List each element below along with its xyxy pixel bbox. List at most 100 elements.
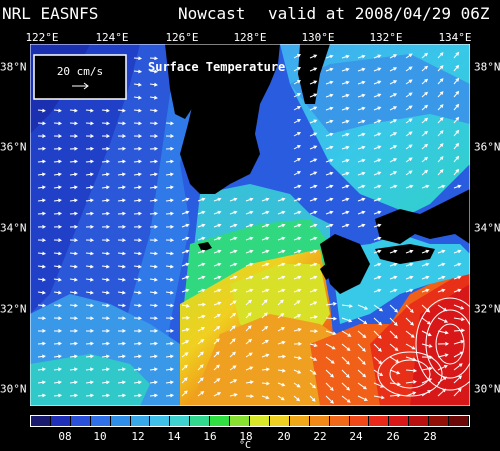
current-arrow bbox=[37, 380, 46, 385]
current-arrow bbox=[309, 369, 317, 375]
current-arrow bbox=[389, 369, 401, 375]
current-arrow bbox=[101, 198, 110, 203]
current-arrow bbox=[229, 312, 237, 319]
colorbar-tick: 24 bbox=[349, 430, 363, 443]
colorbar-swatch bbox=[349, 416, 370, 426]
lon-label-134: 134°E bbox=[438, 31, 472, 44]
colorbar-swatch bbox=[369, 416, 390, 426]
current-arrow bbox=[85, 134, 95, 138]
current-arrow bbox=[389, 171, 398, 176]
current-arrow bbox=[149, 393, 159, 398]
current-arrow bbox=[453, 262, 462, 267]
current-arrow bbox=[117, 316, 127, 321]
colorbar-tick: 26 bbox=[386, 430, 400, 443]
current-arrow bbox=[37, 393, 47, 398]
current-arrow bbox=[437, 78, 444, 85]
current-arrow bbox=[165, 134, 175, 138]
current-arrow bbox=[325, 223, 334, 228]
current-arrow bbox=[261, 325, 269, 332]
current-arrow bbox=[149, 172, 158, 177]
jeju-island bbox=[198, 242, 212, 252]
current-arrow bbox=[437, 262, 446, 267]
current-arrow bbox=[325, 184, 334, 189]
current-arrow bbox=[165, 211, 175, 216]
current-arrow bbox=[341, 171, 350, 176]
current-arrow bbox=[389, 119, 398, 124]
current-arrow bbox=[149, 146, 159, 151]
colorbar-swatch bbox=[170, 416, 191, 426]
current-arrow bbox=[261, 312, 268, 319]
current-arrow bbox=[117, 224, 127, 229]
current-arrow bbox=[405, 92, 413, 98]
current-arrow bbox=[437, 317, 449, 323]
colorbar-swatch bbox=[249, 416, 270, 426]
colorbar-tick: 22 bbox=[313, 430, 327, 443]
current-arrow bbox=[421, 130, 429, 137]
current-arrow bbox=[309, 262, 318, 267]
current-arrow bbox=[405, 53, 413, 59]
model-name: NRL EASNFS bbox=[2, 4, 99, 23]
kyushu-landmass bbox=[320, 234, 370, 294]
current-arrow bbox=[69, 367, 78, 372]
current-arrow bbox=[341, 343, 351, 351]
current-arrow bbox=[293, 249, 302, 254]
lat-label-38-left: 38°N bbox=[0, 60, 27, 74]
current-arrow bbox=[325, 119, 334, 124]
current-arrow bbox=[245, 352, 253, 358]
current-arrow bbox=[325, 369, 334, 378]
current-arrow bbox=[85, 264, 94, 269]
current-arrow bbox=[341, 395, 351, 403]
current-arrow bbox=[213, 236, 222, 241]
current-arrow bbox=[197, 223, 206, 228]
current-arrow bbox=[357, 119, 366, 124]
current-arrow bbox=[277, 299, 284, 306]
current-arrow bbox=[101, 251, 111, 256]
current-arrow bbox=[149, 224, 159, 229]
colorbar-tick: 20 bbox=[277, 430, 291, 443]
current-arrow bbox=[53, 134, 63, 138]
current-arrow bbox=[373, 210, 382, 215]
current-arrow bbox=[357, 80, 366, 85]
current-arrow bbox=[341, 197, 350, 202]
current-arrow bbox=[85, 251, 95, 256]
current-arrow bbox=[389, 158, 398, 163]
current-arrow bbox=[325, 356, 335, 364]
current-arrow bbox=[405, 170, 413, 176]
colorbar-tick: 10 bbox=[93, 430, 107, 443]
current-arrow bbox=[37, 146, 47, 151]
current-arrow bbox=[437, 156, 444, 163]
current-arrow bbox=[373, 171, 382, 176]
current-arrow bbox=[133, 303, 143, 308]
small-island bbox=[320, 262, 334, 280]
current-arrow bbox=[293, 223, 302, 228]
current-arrow bbox=[405, 380, 417, 384]
current-arrow bbox=[213, 275, 222, 280]
current-arrow bbox=[357, 158, 366, 163]
current-arrow bbox=[181, 390, 188, 397]
current-arrow bbox=[37, 198, 46, 203]
current-arrow bbox=[69, 277, 78, 282]
lon-label-122: 122°E bbox=[25, 31, 59, 44]
current-arrow bbox=[357, 54, 366, 59]
current-arrow bbox=[213, 338, 220, 345]
current-arrow bbox=[37, 264, 46, 269]
current-arrow bbox=[133, 316, 143, 321]
current-arrow bbox=[341, 369, 350, 378]
colorbar-swatch bbox=[269, 416, 290, 426]
current-arrow bbox=[405, 131, 413, 137]
current-arrow bbox=[149, 134, 159, 138]
current-arrow bbox=[437, 52, 444, 59]
current-arrow bbox=[373, 249, 382, 254]
current-arrow bbox=[69, 211, 79, 216]
current-arrow bbox=[165, 121, 175, 126]
current-arrow bbox=[277, 288, 286, 293]
current-arrow bbox=[261, 249, 270, 254]
current-arrow bbox=[37, 303, 47, 308]
current-arrow bbox=[181, 249, 190, 254]
current-arrow bbox=[373, 54, 382, 59]
current-arrow bbox=[421, 275, 430, 280]
colorbar-tick: 28 bbox=[423, 430, 437, 443]
current-arrow bbox=[437, 130, 444, 137]
current-arrow bbox=[229, 351, 236, 358]
current-arrow bbox=[101, 354, 110, 359]
